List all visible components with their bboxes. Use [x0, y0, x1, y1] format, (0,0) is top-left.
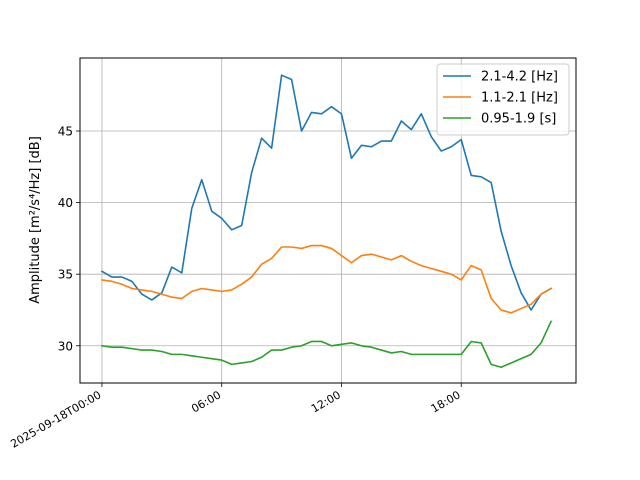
y-axis-label: Amplitude [m²/s⁴/Hz] [dB]	[28, 136, 43, 304]
y-tick-label: 35	[58, 268, 73, 282]
series-line-2	[101, 244, 553, 314]
legend-label: 1.1-2.1 [Hz]	[481, 91, 558, 106]
y-tick-label: 40	[58, 196, 73, 210]
y-tick-label: 45	[58, 125, 73, 139]
legend-label: 2.1-4.2 [Hz]	[481, 70, 558, 85]
series-layer	[100, 74, 553, 369]
y-tick-label: 30	[58, 339, 73, 353]
series-line-1	[100, 74, 553, 311]
legend[interactable]: 2.1-4.2 [Hz] 1.1-2.1 [Hz] 0.95-1.9 [s]	[436, 63, 570, 136]
series-line-3	[101, 320, 553, 369]
plot-frame	[79, 57, 577, 384]
legend-label: 0.95-1.9 [s]	[481, 112, 556, 127]
